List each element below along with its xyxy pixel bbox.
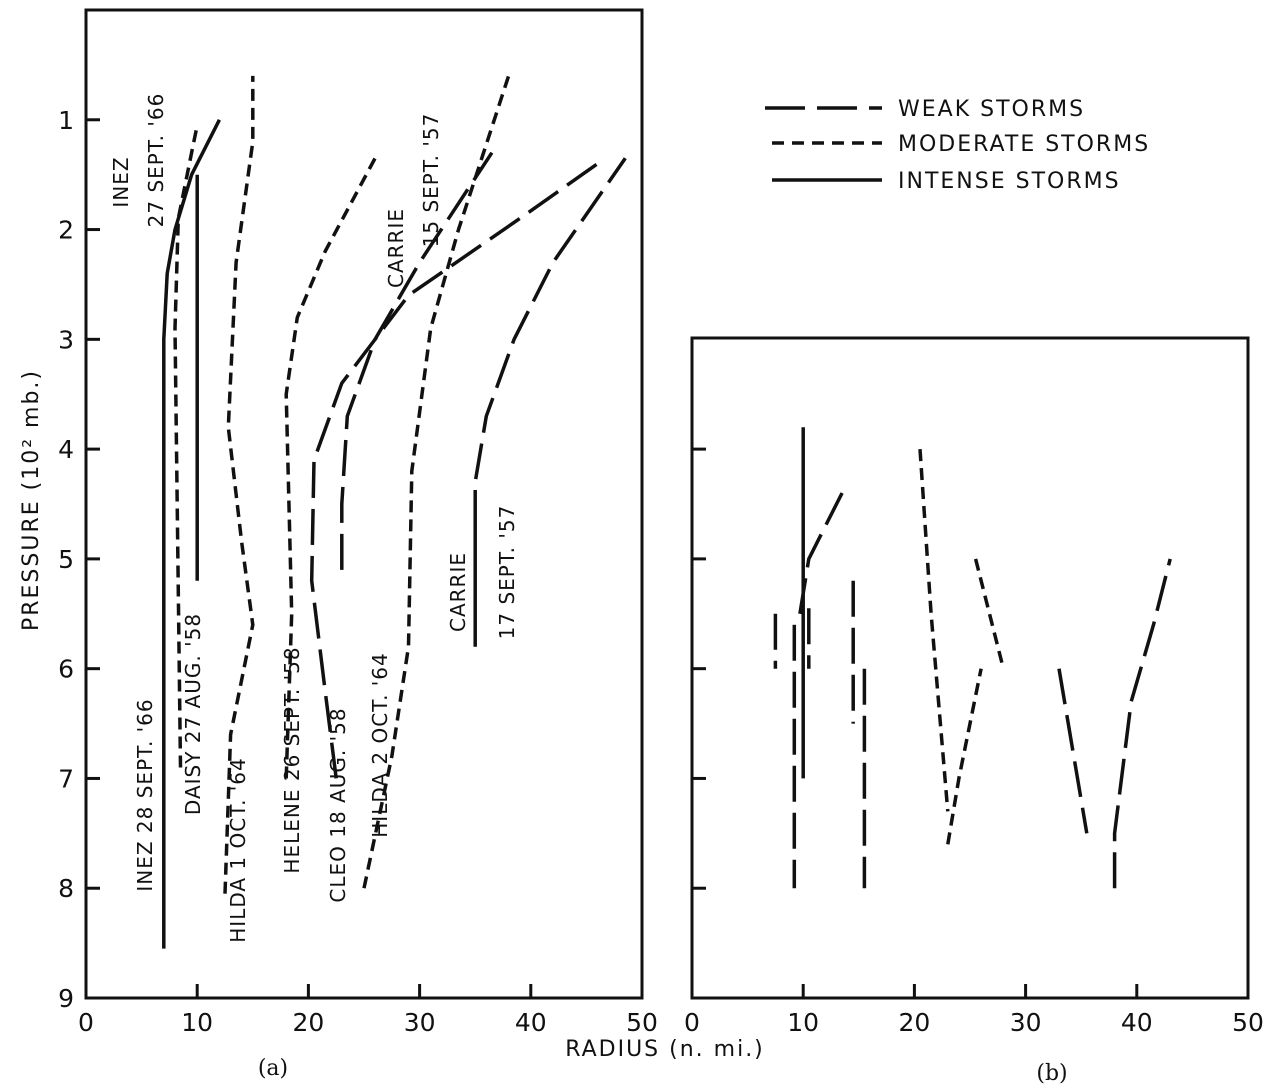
panel-a-series-moderate-3 [223, 75, 255, 894]
panel-b-xtick-label-20: 20 [898, 1008, 930, 1037]
panel-a-xtick-label-0: 0 [78, 1008, 94, 1037]
panel-b-series-weak-11 [1112, 558, 1172, 889]
panel-b-curves [773, 427, 1172, 889]
storm-label-carrie-15-name: CARRIE [384, 208, 408, 288]
panel-b-xtick-label-0: 0 [684, 1008, 700, 1037]
panel-a-ytick-label-8: 8 [58, 874, 74, 903]
y-axis-title: PRESSURE (10² mb.) [19, 369, 44, 631]
panel-a-series-weak-5 [309, 162, 599, 779]
panel-b-series-moderate-9 [973, 558, 1006, 670]
panel-a-frame [84, 8, 644, 1000]
panel-a-ytick-label-5: 5 [58, 545, 74, 574]
storm-label-carrie-17-date: 17 SEPT. '57 [495, 505, 519, 640]
legend-label-weak: WEAK STORMS [898, 97, 1085, 122]
storm-label-inez-28: INEZ 28 SEPT. '66 [133, 698, 157, 891]
legend: WEAK STORMS MODERATE STORMS INTENSE STOR… [765, 97, 1150, 194]
panel-a-label: (a) [258, 1056, 288, 1081]
storm-label-carrie-15-date: 15 SEPT. '57 [419, 113, 443, 248]
storm-label-daisy: DAISY 27 AUG. '58 [181, 613, 205, 815]
storm-label-cleo: CLEO 18 AUG. '58 [326, 707, 350, 902]
panel-b-xtick-label-30: 30 [1010, 1008, 1042, 1037]
panel-a-series-moderate-1 [173, 124, 199, 768]
storm-label-inez-27-date: 27 SEPT. '66 [144, 93, 168, 228]
storm-label-carrie-17-name: CARRIE [446, 552, 470, 632]
panel-a-ytick-label-7: 7 [58, 764, 74, 793]
panel-b-series-moderate-7 [918, 448, 950, 812]
panel-a-ytick-label-3: 3 [58, 325, 74, 354]
panel-a-xtick-label-20: 20 [292, 1008, 324, 1037]
panel-a-curves [162, 75, 627, 949]
panel-a-ytick-label-6: 6 [58, 655, 74, 684]
legend-label-moderate: MODERATE STORMS [898, 132, 1150, 157]
panel-a-ytick-label-1: 1 [58, 106, 74, 135]
panel-a-series-weak-7 [340, 151, 494, 570]
panel-a-ytick-label-2: 2 [58, 216, 74, 245]
panel-a-xtick-label-50: 50 [626, 1008, 658, 1037]
storm-label-hilda-1: HILDA 1 OCT. '64 [226, 757, 250, 942]
panel-a-xtick-label-30: 30 [404, 1008, 436, 1037]
storm-label-inez-27-name: INEZ [109, 156, 133, 207]
storm-label-helene: HELENE 26 SEPT. '58 [280, 646, 304, 873]
panel-a-ytick-label-9: 9 [58, 984, 74, 1013]
panel-b-series-weak-4 [798, 492, 844, 615]
panel-b-xtick-label-40: 40 [1121, 1008, 1153, 1037]
panel-a-series-moderate-4 [284, 157, 377, 779]
x-axis-title: RADIUS (n. mi.) [565, 1037, 765, 1062]
panel-a-ytick-label-4: 4 [58, 435, 74, 464]
storm-label-hilda-2: HILDA 2 OCT. '64 [368, 652, 392, 837]
legend-label-intense: INTENSE STORMS [898, 169, 1121, 194]
panel-a-series-weak-8 [473, 157, 627, 526]
panel-b-xtick-label-10: 10 [787, 1008, 819, 1037]
panel-a-xtick-label-10: 10 [181, 1008, 213, 1037]
panel-a-series-moderate-6 [362, 75, 511, 889]
panel-b-series-moderate-8 [946, 668, 983, 845]
panel-b-label: (b) [1036, 1061, 1067, 1086]
panel-b-series-weak-10 [1057, 668, 1089, 834]
axis-ticks [86, 118, 1139, 998]
panel-b-xtick-label-50: 50 [1232, 1008, 1264, 1037]
panel-a-xtick-label-40: 40 [515, 1008, 547, 1037]
panel-a-series-intense-0 [162, 119, 221, 949]
